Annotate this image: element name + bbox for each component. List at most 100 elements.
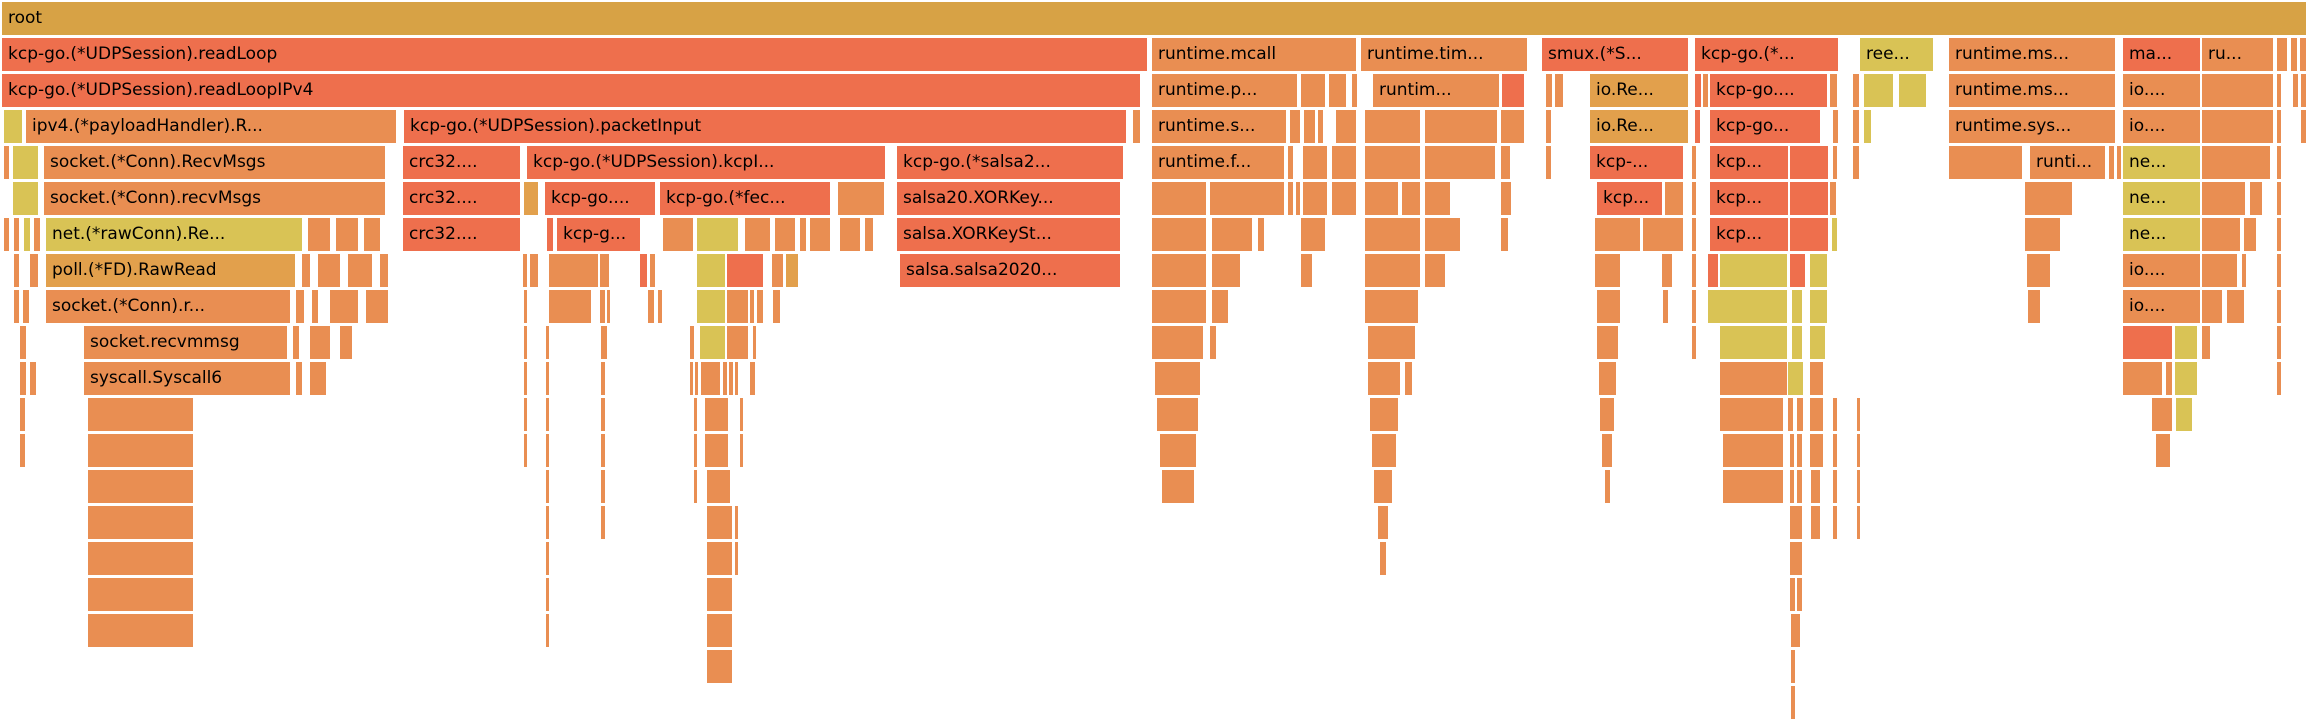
frame-sliver[interactable] — [1708, 290, 1787, 323]
frame-sliver[interactable] — [1720, 326, 1787, 359]
frame-sliver[interactable] — [546, 506, 549, 539]
frame-sliver[interactable] — [1790, 542, 1802, 575]
frame-salsa20-xorkey[interactable]: salsa20.XORKey... — [897, 182, 1120, 215]
frame-sliver[interactable] — [1365, 254, 1420, 287]
frame-sliver[interactable] — [705, 398, 728, 431]
frame-sliver[interactable] — [293, 326, 299, 359]
frame-socket-recvmmsg[interactable]: socket.recvmmsg — [84, 326, 287, 359]
frame-sliver[interactable] — [2117, 146, 2121, 179]
frame-sliver[interactable] — [2156, 434, 2170, 467]
frame-sliver[interactable] — [524, 398, 527, 431]
frame-sliver[interactable] — [1833, 470, 1837, 503]
frame-sliver[interactable] — [1830, 74, 1837, 107]
frame-sliver[interactable] — [601, 398, 605, 431]
frame-sliver[interactable] — [1597, 290, 1620, 323]
frame-sliver[interactable] — [1501, 146, 1510, 179]
frame-sliver[interactable] — [1502, 74, 1524, 107]
frame-ru[interactable]: ru... — [2202, 38, 2273, 71]
frame-sliver[interactable] — [1720, 254, 1787, 287]
frame-sliver[interactable] — [296, 362, 302, 395]
frame-sliver[interactable] — [88, 398, 193, 431]
frame-sliver[interactable] — [1833, 506, 1837, 539]
frame-sliver[interactable] — [2244, 218, 2256, 251]
frame-runtime-f[interactable]: runtime.f... — [1152, 146, 1284, 179]
frame-sliver[interactable] — [1546, 74, 1552, 107]
frame-sliver[interactable] — [707, 614, 732, 647]
frame-sliver[interactable] — [1288, 182, 1293, 215]
frame-sliver[interactable] — [1797, 578, 1802, 611]
frame-sliver[interactable] — [1790, 218, 1828, 251]
frame-sliver[interactable] — [1695, 74, 1701, 107]
frame-io-re[interactable]: io.Re... — [1590, 74, 1688, 107]
frame-sliver[interactable] — [1595, 218, 1640, 251]
frame-sliver[interactable] — [601, 506, 605, 539]
frame-sliver[interactable] — [546, 434, 549, 467]
frame-sliver[interactable] — [2025, 182, 2072, 215]
frame-sliver[interactable] — [1301, 254, 1312, 287]
frame-sliver[interactable] — [1210, 326, 1216, 359]
frame-sliver[interactable] — [88, 434, 193, 467]
frame-io[interactable]: io.... — [2123, 110, 2200, 143]
frame-sliver[interactable] — [549, 290, 591, 323]
frame-sliver[interactable] — [694, 470, 697, 503]
frame-ma[interactable]: ma... — [2123, 38, 2200, 71]
frame-sliver[interactable] — [1810, 398, 1823, 431]
frame-sliver[interactable] — [2250, 182, 2262, 215]
frame-sliver[interactable] — [30, 254, 38, 287]
frame-runtime-ms[interactable]: runtime.ms... — [1949, 74, 2115, 107]
frame-sliver[interactable] — [1853, 110, 1859, 143]
frame-sliver[interactable] — [1692, 182, 1696, 215]
frame-sliver[interactable] — [735, 506, 738, 539]
frame-sliver[interactable] — [1152, 218, 1206, 251]
frame-sliver[interactable] — [1797, 434, 1802, 467]
frame-sliver[interactable] — [1790, 506, 1802, 539]
frame-sliver[interactable] — [88, 506, 193, 539]
frame-sliver[interactable] — [2277, 38, 2287, 71]
frame-sliver[interactable] — [1329, 74, 1346, 107]
frame-sliver[interactable] — [1152, 290, 1206, 323]
frame-sliver[interactable] — [753, 326, 756, 359]
frame-sliver[interactable] — [1830, 182, 1836, 215]
frame-sliver[interactable] — [1790, 146, 1828, 179]
frame-sliver[interactable] — [2277, 218, 2281, 251]
frame-sliver[interactable] — [364, 218, 380, 251]
frame-sliver[interactable] — [694, 398, 697, 431]
frame-sliver[interactable] — [1210, 182, 1284, 215]
frame-sliver[interactable] — [648, 290, 654, 323]
frame-sliver[interactable] — [707, 542, 732, 575]
frame-sliver[interactable] — [348, 254, 372, 287]
frame-runtime-sys[interactable]: runtime.sys... — [1949, 110, 2115, 143]
frame-sliver[interactable] — [838, 182, 884, 215]
frame-sliver[interactable] — [547, 218, 553, 251]
frame-sliver[interactable] — [1365, 218, 1420, 251]
frame-socket-conn-r[interactable]: socket.(*Conn).r... — [46, 290, 290, 323]
frame-sliver[interactable] — [13, 182, 38, 215]
frame-syscall-syscall6[interactable]: syscall.Syscall6 — [84, 362, 290, 395]
frame-sliver[interactable] — [1792, 290, 1802, 323]
frame-salsa-xorkeyst[interactable]: salsa.XORKeySt... — [897, 218, 1120, 251]
frame-kcp-g[interactable]: kcp-g... — [557, 218, 640, 251]
frame-sliver[interactable] — [308, 218, 330, 251]
frame-sliver[interactable] — [786, 254, 798, 287]
frame-kcp-go[interactable]: kcp-go.(*... — [1695, 38, 1838, 71]
frame-sliver[interactable] — [2301, 110, 2306, 143]
frame-sliver[interactable] — [1157, 398, 1198, 431]
frame-sliver[interactable] — [2176, 398, 2192, 431]
frame-sliver[interactable] — [1555, 74, 1563, 107]
frame-sliver[interactable] — [800, 218, 806, 251]
frame-sliver[interactable] — [601, 326, 607, 359]
frame-sliver[interactable] — [549, 254, 598, 287]
frame-sliver[interactable] — [302, 254, 310, 287]
frame-sliver[interactable] — [1212, 218, 1252, 251]
frame-sliver[interactable] — [865, 218, 873, 251]
frame-sliver[interactable] — [340, 326, 352, 359]
frame-sliver[interactable] — [600, 254, 609, 287]
frame-sliver[interactable] — [690, 362, 693, 395]
frame-sliver[interactable] — [1425, 218, 1460, 251]
frame-sliver[interactable] — [697, 254, 725, 287]
frame-sliver[interactable] — [1792, 326, 1802, 359]
frame-sliver[interactable] — [88, 614, 193, 647]
frame-sliver[interactable] — [1152, 182, 1206, 215]
frame-sliver[interactable] — [2123, 362, 2162, 395]
frame-sliver[interactable] — [1212, 290, 1228, 323]
